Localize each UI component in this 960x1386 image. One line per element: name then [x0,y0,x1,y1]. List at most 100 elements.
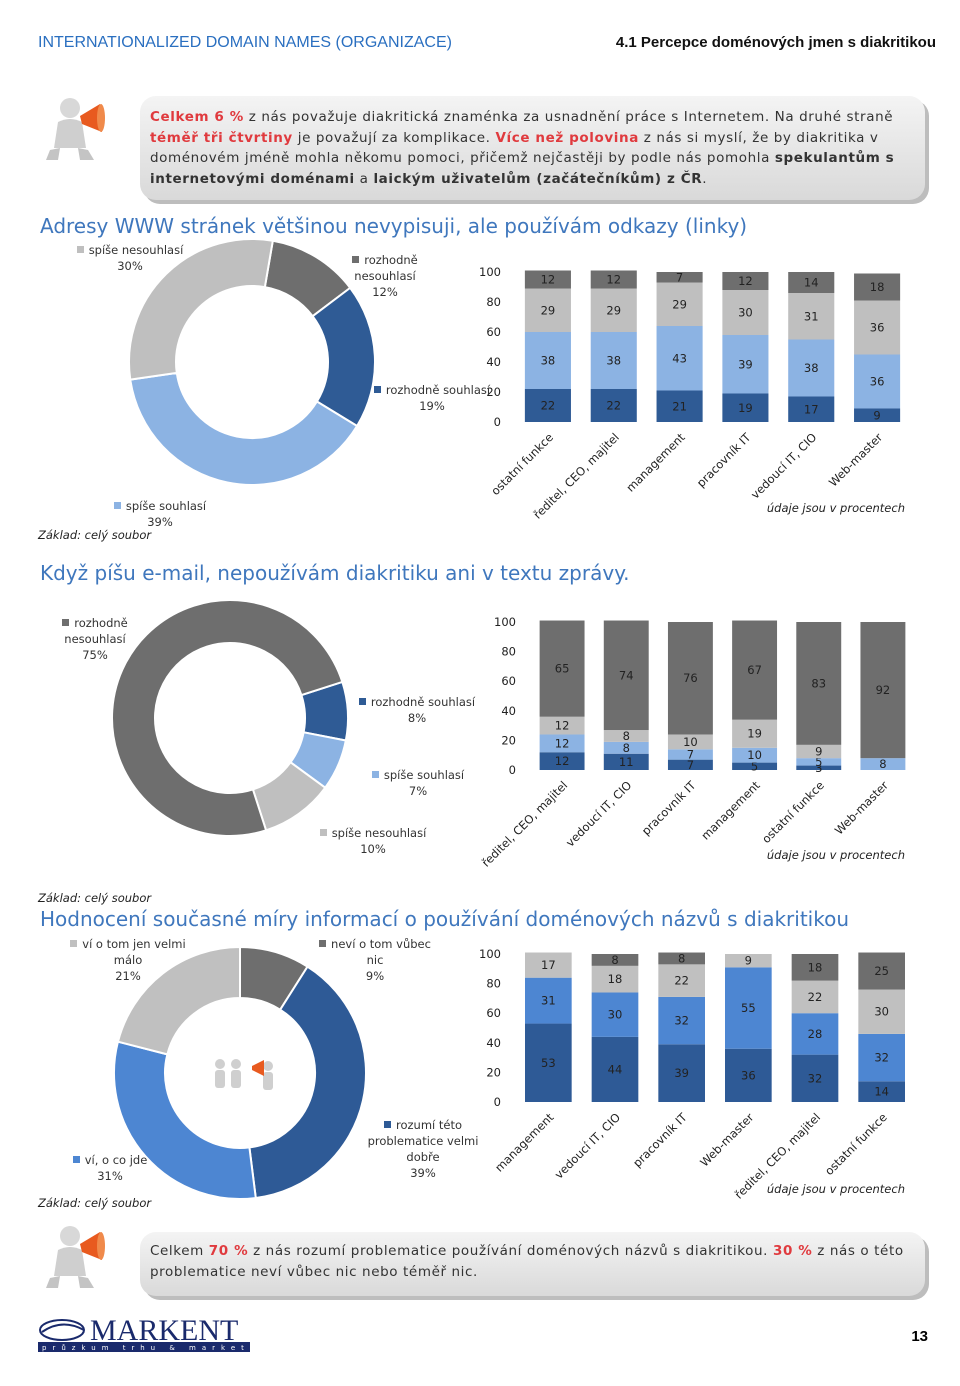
bar-segment [524,389,571,422]
bar-segment [722,393,769,422]
data-label: 76 [683,671,698,685]
y-tick-label: 0 [494,1095,501,1109]
bar-segment [796,758,842,766]
legend-label: ví o tom jen velmi málo [82,937,186,967]
y-tick-label: 80 [501,645,516,659]
y-tick-label: 60 [501,674,516,688]
data-label: 32 [874,1051,889,1065]
donut-label: rozhodně nesouhlasí 75% [30,615,160,663]
logo [38,1319,250,1352]
data-label: 7 [687,747,694,761]
callout-run: 70 % [208,1243,249,1259]
legend-swatch [62,619,70,626]
x-tick-label: pracovník IT [630,1110,690,1170]
bar-segment [725,967,772,1049]
data-label: 25 [874,964,889,978]
bar-segment [603,730,649,742]
chart-title: Hodnocení současné míry informací o použ… [40,907,849,931]
data-label: 39 [674,1066,689,1080]
bar-segment [854,300,901,355]
bar-segment [667,734,713,750]
callout-run: spekulantům s internetovými doménami [150,150,895,187]
bar-segment [858,989,905,1034]
bar-segment [590,288,637,332]
legend-swatch [113,502,121,509]
data-label: 29 [541,303,556,317]
donut-label: ví o tom jen velmi málo 21% [63,936,193,984]
bar-segment [525,1023,572,1102]
unit-note: údaje jsou v procentech [766,1182,905,1196]
callout-run: laickým uživatelům (začátečníkům) z ČR [373,170,703,187]
legend-swatch [371,771,379,778]
data-label: 12 [541,273,556,287]
bar-segment [590,270,637,289]
data-label: 65 [555,662,570,676]
bar-segment [788,396,835,422]
donut-label: ví, o co jde 31% [45,1152,175,1184]
bar-segment [791,1054,839,1102]
data-label: 3 [815,761,822,775]
value-label: 10% [360,842,386,856]
callout-text: Celkem 6 % z nás považuje diakritická zn… [150,107,910,189]
x-tick-label: ředitel, CEO, majitel [479,778,570,869]
bar-segment [667,622,713,735]
legend-swatch [70,940,78,947]
y-tick-label: 80 [486,295,501,309]
bar-segment [858,1033,905,1082]
y-tick-label: 60 [486,325,501,339]
legend-label: ví, o co jde [84,1153,148,1167]
data-label: 38 [804,361,819,375]
y-tick-label: 80 [486,977,501,991]
header-title: INTERNATIONALIZED DOMAIN NAMES (ORGANIZA… [38,34,452,51]
y-tick-label: 0 [494,415,501,429]
data-label: 12 [606,273,621,287]
donut-label: neví o tom vůbec nic 9% [310,936,440,984]
data-label: 12 [555,719,570,733]
legend-swatch [319,829,327,836]
legend-label: spíše nesouhlasí [88,243,184,257]
x-tick-label: pracovník IT [694,430,754,490]
bar-segment [860,758,906,770]
bar-segment [854,273,901,301]
donut-label: rozhodně nesouhlasí 12% [320,252,450,300]
x-tick-label: pracovník IT [639,778,699,838]
bar-segment [788,272,835,293]
data-label: 14 [804,276,819,290]
value-label: 9% [365,969,385,983]
data-label: 17 [541,958,556,972]
header-section: 4.1 Percepce doménových jmen s diakritik… [615,34,936,51]
bar-segment [525,977,572,1024]
bar-segment [796,622,842,745]
bar-segment [667,749,713,760]
megaphone-figure [46,98,105,160]
bar-segment [591,1036,639,1102]
data-label: 43 [672,351,687,365]
donut-label: spíše nesouhlasí 10% [308,825,438,857]
x-tick-label: vedoucí IT, CIO [552,1110,623,1181]
bar-segment [791,980,839,1014]
bar-segment [524,288,571,332]
data-label: 9 [873,408,880,422]
x-tick-label: management [492,1110,557,1175]
bar-segment [732,747,778,763]
base-note: Základ: celý soubor [38,528,152,542]
callout-run: z nás rozumí problematice používání domé… [248,1243,773,1259]
callout-run: z nás si myslí, že by diakritika v domén… [150,129,879,167]
callout-box [140,1232,925,1296]
legend-swatch [358,698,366,705]
donut-label: rozhodně souhlasí 8% [352,694,482,726]
y-tick-label: 40 [501,704,516,718]
x-tick-label: vedoucí IT, CIO [748,430,819,501]
bar-segment [858,1081,905,1102]
x-tick-label: vedoucí IT, CIO [563,778,634,849]
data-label: 36 [870,375,885,389]
bar-segment [722,335,769,394]
data-label: 5 [751,759,758,773]
callout-run: téměř tři čtvrtiny [150,129,293,146]
bar-segment [591,992,639,1037]
megaphone-figure [46,1226,105,1288]
bar-segment [858,952,905,990]
bar-segment [725,954,772,968]
data-label: 22 [541,399,556,413]
